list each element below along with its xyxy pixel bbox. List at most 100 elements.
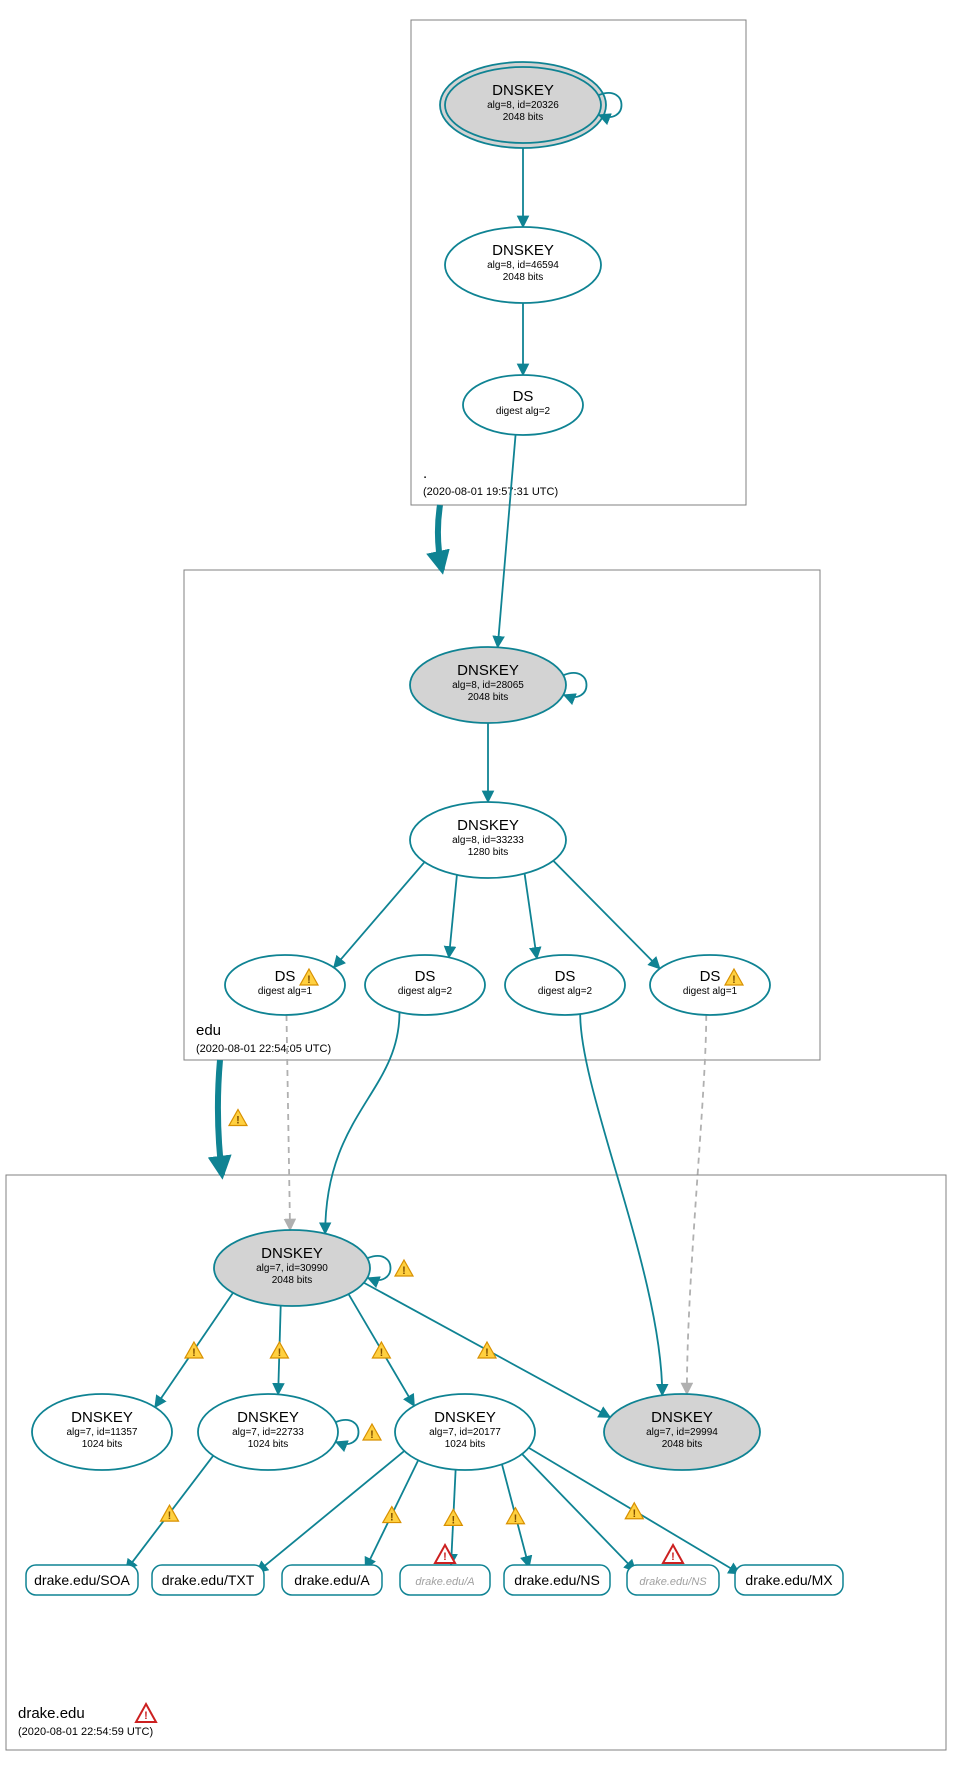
rrset-r1: drake.edu/SOA [26, 1565, 138, 1595]
node-title: DS [415, 968, 436, 985]
node-sub2: 2048 bits [503, 112, 544, 123]
rrset-r2: drake.edu/TXT [152, 1565, 264, 1595]
node-title: DNSKEY [71, 1409, 133, 1426]
node-title: DNSKEY [457, 662, 519, 679]
node-sub1: digest alg=2 [538, 986, 593, 997]
node-sub1: digest alg=1 [683, 986, 738, 997]
node-title: DS [275, 968, 296, 985]
warning-icon: ! [270, 1342, 288, 1359]
node-n2: DNSKEYalg=8, id=465942048 bits [445, 227, 601, 303]
rrset-r5: drake.edu/NS [504, 1565, 610, 1595]
node-title: DNSKEY [261, 1245, 323, 1262]
node-n7: DSdigest alg=2 [365, 955, 485, 1015]
svg-text:!: ! [390, 1512, 394, 1524]
node-n9: DSdigest alg=1 [650, 955, 770, 1015]
edge [334, 862, 425, 967]
node-n14: DNSKEYalg=7, id=299942048 bits [604, 1394, 760, 1470]
node-n3: DSdigest alg=2 [463, 375, 583, 435]
warning-icon: ! [185, 1342, 203, 1359]
rrset-r7: drake.edu/MX [735, 1565, 843, 1595]
rrset-label: drake.edu/MX [745, 1572, 833, 1588]
self-loop [564, 673, 587, 697]
node-sub1: digest alg=1 [258, 986, 313, 997]
warning-icon: ! [444, 1509, 462, 1526]
warning-icon: ! [229, 1110, 247, 1127]
node-title: DS [513, 388, 534, 405]
node-n12: DNSKEYalg=7, id=227331024 bits [198, 1394, 338, 1470]
rrset-label: drake.edu/SOA [34, 1572, 130, 1588]
node-sub2: 1024 bits [445, 1439, 486, 1450]
node-sub1: alg=7, id=22733 [232, 1427, 304, 1438]
node-n6: DSdigest alg=1 [225, 955, 345, 1015]
svg-text:!: ! [732, 974, 736, 986]
node-sub1: alg=7, id=30990 [256, 1263, 328, 1274]
warning-icon: ! [625, 1503, 643, 1520]
error-icon: ! [663, 1545, 683, 1563]
node-title: DNSKEY [237, 1409, 299, 1426]
warning-icon: ! [363, 1424, 381, 1441]
svg-text:!: ! [485, 1347, 489, 1359]
node-n5: DNSKEYalg=8, id=332331280 bits [410, 802, 566, 878]
node-sub1: alg=8, id=28065 [452, 680, 524, 691]
zone-label: edu [196, 1022, 221, 1039]
edge [580, 1014, 662, 1395]
node-sub1: digest alg=2 [496, 406, 551, 417]
svg-text:!: ! [443, 1551, 447, 1563]
node-sub2: 2048 bits [662, 1439, 703, 1450]
edge [687, 1015, 706, 1394]
node-n1: DNSKEYalg=8, id=203262048 bits [440, 62, 606, 148]
node-title: DNSKEY [492, 82, 554, 99]
zone-time: (2020-08-01 19:57:31 UTC) [423, 486, 558, 498]
node-title: DS [700, 968, 721, 985]
node-n11: DNSKEYalg=7, id=113571024 bits [32, 1394, 172, 1470]
node-sub1: alg=7, id=29994 [646, 1427, 718, 1438]
svg-text:!: ! [144, 1710, 148, 1722]
zone-time: (2020-08-01 22:54:59 UTC) [18, 1726, 153, 1738]
node-title: DNSKEY [457, 817, 519, 834]
node-sub1: digest alg=2 [398, 986, 453, 997]
node-n4: DNSKEYalg=8, id=280652048 bits [410, 647, 566, 723]
edge [325, 1012, 399, 1233]
rrset-label: drake.edu/A [415, 1576, 474, 1588]
svg-text:!: ! [671, 1551, 675, 1563]
rrset-r6: drake.edu/NS [627, 1565, 719, 1595]
rrset-r3: drake.edu/A [282, 1565, 382, 1595]
warning-icon: ! [161, 1505, 179, 1522]
node-sub1: alg=7, id=20177 [429, 1427, 501, 1438]
node-title: DNSKEY [492, 242, 554, 259]
rrset-label: drake.edu/TXT [162, 1572, 255, 1588]
svg-text:!: ! [632, 1508, 636, 1520]
node-sub2: 1024 bits [248, 1439, 289, 1450]
warning-icon: ! [506, 1508, 524, 1525]
node-n8: DSdigest alg=2 [505, 955, 625, 1015]
svg-text:!: ! [307, 974, 311, 986]
edge [522, 1454, 635, 1571]
svg-text:!: ! [514, 1513, 518, 1525]
node-sub2: 2048 bits [468, 692, 509, 703]
node-n10: DNSKEYalg=7, id=309902048 bits [214, 1230, 370, 1306]
node-title: DNSKEY [651, 1409, 713, 1426]
svg-text:!: ! [402, 1265, 406, 1277]
svg-text:!: ! [380, 1347, 384, 1359]
node-sub1: alg=7, id=11357 [67, 1427, 138, 1438]
warning-icon: ! [395, 1260, 413, 1277]
rrset-label: drake.edu/NS [514, 1572, 600, 1588]
svg-text:!: ! [370, 1429, 374, 1441]
edge [553, 861, 659, 969]
edge [525, 874, 537, 959]
node-sub2: 1024 bits [82, 1439, 123, 1450]
svg-text:!: ! [278, 1347, 282, 1359]
node-title: DNSKEY [434, 1409, 496, 1426]
warning-icon: ! [383, 1507, 401, 1524]
node-n13: DNSKEYalg=7, id=201771024 bits [395, 1394, 535, 1470]
zone-label: drake.edu [18, 1705, 85, 1722]
warning-icon: ! [372, 1342, 390, 1359]
svg-text:!: ! [236, 1115, 240, 1127]
node-sub1: alg=8, id=46594 [487, 260, 559, 271]
edge [449, 875, 457, 958]
self-loop [336, 1420, 359, 1444]
self-loop [368, 1256, 391, 1280]
warning-icon: ! [478, 1342, 496, 1359]
error-icon: ! [136, 1704, 156, 1722]
node-sub1: alg=8, id=33233 [452, 835, 524, 846]
